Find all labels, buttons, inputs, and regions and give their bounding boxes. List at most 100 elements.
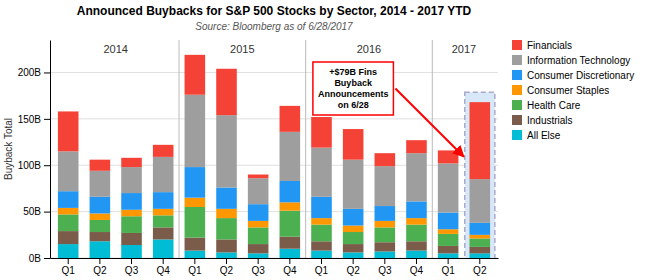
year-label: 2015	[230, 43, 254, 55]
x-tick: Q1	[62, 258, 76, 276]
bar	[121, 233, 142, 245]
bar	[311, 148, 332, 197]
y-tick-mark	[44, 165, 50, 166]
x-axis: Q1Q2Q3Q4Q1Q2Q3Q4Q1Q2Q3Q4Q1Q2	[51, 258, 499, 276]
series	[58, 55, 490, 179]
bar	[311, 241, 332, 250]
bar	[280, 211, 301, 237]
legend-item: Information Technology	[512, 55, 630, 66]
bar	[280, 202, 301, 210]
legend-item: Industrials	[512, 115, 573, 126]
x-tick-mark	[479, 258, 480, 264]
series	[58, 95, 490, 223]
bar	[470, 247, 491, 253]
legend-label: Industrials	[527, 115, 573, 126]
bar	[185, 198, 206, 207]
bar	[90, 213, 111, 219]
bar	[343, 129, 364, 160]
x-tick-mark	[68, 258, 69, 264]
y-tick: 150B	[18, 114, 50, 125]
x-tick-mark	[448, 258, 449, 264]
year-label: 2016	[357, 43, 381, 55]
y-tick-label: 50B	[23, 206, 41, 217]
legend-swatch	[512, 70, 522, 80]
bar	[153, 157, 174, 192]
bar	[375, 252, 396, 258]
bar	[406, 140, 427, 153]
marks	[58, 40, 495, 258]
bar	[343, 244, 364, 252]
x-tick-mark	[99, 258, 100, 264]
year-divider	[305, 40, 306, 258]
bar	[216, 239, 237, 252]
legend-item: Consumer Staples	[512, 85, 609, 96]
y-tick-mark	[44, 258, 50, 259]
legend-item: Consumer Discretionary	[512, 70, 634, 81]
bar	[153, 192, 174, 209]
bar	[185, 251, 206, 258]
bar	[470, 179, 491, 223]
legend-item: All Else	[512, 130, 561, 141]
callout-arrow	[395, 89, 463, 157]
callout-text: +$79B FinsBuybackAnnouncementson 6/28	[318, 67, 389, 110]
y-tick-label: 0B	[29, 253, 42, 264]
bar	[280, 106, 301, 132]
legend-label: Consumer Discretionary	[527, 70, 634, 81]
legend-label: Financials	[527, 40, 572, 51]
bar	[311, 251, 332, 258]
year-label: 2014	[103, 43, 127, 55]
x-tick: Q3	[251, 258, 265, 276]
bar	[248, 178, 269, 204]
bar	[121, 193, 142, 210]
legend-swatch	[512, 40, 522, 50]
x-tick-mark	[321, 258, 322, 264]
highlight	[465, 92, 495, 258]
x-tick-mark	[289, 258, 290, 264]
bar	[470, 239, 491, 247]
y-tick-mark	[44, 72, 50, 73]
grid-line	[50, 118, 498, 119]
legend-swatch	[512, 115, 522, 125]
bar	[438, 246, 459, 253]
callout-line: Buyback	[334, 78, 373, 88]
chart: Announced Buybacks for S&P 500 Stocks by…	[0, 0, 650, 280]
x-tick-label: Q4	[283, 265, 297, 276]
legend-swatch	[512, 130, 522, 140]
bar	[90, 241, 111, 258]
y-tick-label: 100B	[18, 160, 42, 171]
bar	[311, 225, 332, 242]
legend-label: Consumer Staples	[527, 85, 609, 96]
x-axis-line	[51, 258, 499, 259]
x-tick-label: Q4	[157, 265, 171, 276]
bar	[90, 160, 111, 171]
bar	[406, 251, 427, 258]
bar	[406, 241, 427, 250]
bar	[438, 234, 459, 246]
bar	[58, 111, 79, 151]
x-tick: Q2	[220, 258, 234, 276]
legend-label: All Else	[527, 130, 561, 141]
bar	[438, 229, 459, 234]
bar	[121, 167, 142, 193]
subtitle: Source: Bloomberg as of 6/28/2017	[195, 21, 353, 32]
x-tick: Q2	[93, 258, 107, 276]
bar	[375, 166, 396, 206]
grid-line	[50, 258, 498, 259]
x-tick: Q1	[188, 258, 202, 276]
bar	[280, 181, 301, 202]
bar	[406, 153, 427, 201]
bar	[185, 167, 206, 198]
x-tick: Q3	[125, 258, 139, 276]
x-tick-label: Q4	[410, 265, 424, 276]
bar	[343, 232, 364, 244]
y-tick: 100B	[18, 160, 50, 171]
bar	[248, 221, 269, 227]
y-axis-line	[50, 41, 51, 259]
x-tick-mark	[384, 258, 385, 264]
x-tick-mark	[194, 258, 195, 264]
bar	[185, 55, 206, 95]
bar	[438, 253, 459, 258]
bar	[90, 197, 111, 214]
x-tick-label: Q2	[93, 265, 107, 276]
x-tick-label: Q2	[473, 265, 487, 276]
